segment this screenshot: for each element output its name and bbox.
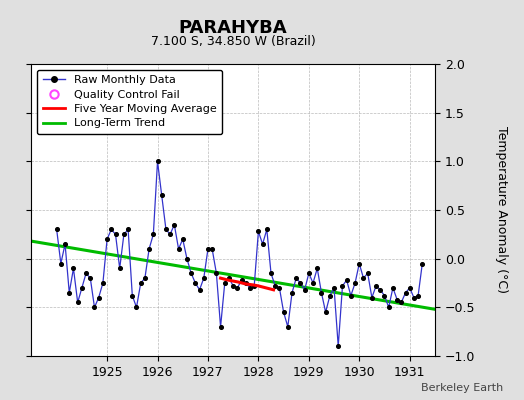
Point: [233, 285, 242, 291]
Point: [330, 285, 339, 291]
Point: [195, 287, 204, 293]
Point: [183, 256, 191, 262]
Point: [78, 285, 86, 291]
Point: [372, 283, 380, 289]
Point: [128, 292, 136, 299]
Point: [137, 280, 145, 286]
Point: [166, 231, 174, 238]
Point: [229, 283, 237, 289]
Point: [132, 304, 140, 310]
Point: [170, 222, 179, 228]
Point: [107, 226, 115, 233]
Point: [149, 231, 158, 238]
Point: [242, 280, 250, 286]
Point: [141, 275, 149, 281]
Point: [397, 299, 406, 306]
Title: PARAHYBA: PARAHYBA: [179, 20, 288, 38]
Point: [283, 324, 292, 330]
Point: [406, 285, 414, 291]
Point: [86, 275, 94, 281]
Point: [263, 226, 271, 233]
Point: [57, 260, 65, 267]
Text: 7.100 S, 34.850 W (Brazil): 7.100 S, 34.850 W (Brazil): [151, 35, 315, 48]
Point: [317, 290, 325, 296]
Point: [309, 280, 317, 286]
Point: [254, 228, 263, 235]
Point: [389, 285, 397, 291]
Point: [73, 299, 82, 306]
Point: [246, 285, 254, 291]
Point: [82, 270, 90, 276]
Point: [385, 304, 393, 310]
Point: [115, 265, 124, 272]
Point: [347, 292, 355, 299]
Point: [191, 280, 200, 286]
Point: [267, 270, 275, 276]
Point: [401, 290, 410, 296]
Point: [393, 296, 401, 303]
Point: [200, 275, 208, 281]
Point: [300, 287, 309, 293]
Point: [343, 277, 351, 283]
Point: [65, 290, 73, 296]
Point: [69, 265, 78, 272]
Point: [339, 283, 347, 289]
Point: [351, 280, 359, 286]
Point: [145, 246, 154, 252]
Point: [158, 192, 166, 199]
Point: [418, 260, 427, 267]
Point: [187, 270, 195, 276]
Point: [179, 236, 187, 242]
Point: [275, 285, 283, 291]
Point: [208, 246, 216, 252]
Point: [376, 287, 385, 293]
Point: [162, 226, 170, 233]
Point: [90, 304, 99, 310]
Point: [212, 270, 221, 276]
Point: [237, 277, 246, 283]
Point: [61, 241, 69, 247]
Point: [334, 343, 342, 350]
Point: [414, 292, 422, 299]
Point: [279, 309, 288, 315]
Point: [99, 280, 107, 286]
Point: [258, 241, 267, 247]
Point: [111, 231, 119, 238]
Text: Berkeley Earth: Berkeley Earth: [421, 383, 503, 393]
Point: [52, 226, 61, 233]
Point: [103, 236, 111, 242]
Point: [94, 294, 103, 301]
Point: [321, 309, 330, 315]
Point: [250, 283, 258, 289]
Point: [364, 270, 372, 276]
Point: [216, 324, 225, 330]
Point: [174, 246, 183, 252]
Point: [313, 265, 321, 272]
Point: [292, 275, 300, 281]
Point: [225, 275, 233, 281]
Point: [124, 226, 133, 233]
Point: [304, 270, 313, 276]
Point: [221, 280, 229, 286]
Point: [380, 292, 389, 299]
Point: [355, 260, 364, 267]
Y-axis label: Temperature Anomaly (°C): Temperature Anomaly (°C): [495, 126, 508, 294]
Point: [359, 275, 368, 281]
Point: [119, 231, 128, 238]
Point: [410, 294, 418, 301]
Point: [288, 290, 296, 296]
Point: [204, 246, 212, 252]
Point: [271, 283, 279, 289]
Point: [296, 280, 304, 286]
Point: [326, 292, 334, 299]
Legend: Raw Monthly Data, Quality Control Fail, Five Year Moving Average, Long-Term Tren: Raw Monthly Data, Quality Control Fail, …: [37, 70, 222, 134]
Point: [154, 158, 162, 164]
Point: [368, 294, 376, 301]
